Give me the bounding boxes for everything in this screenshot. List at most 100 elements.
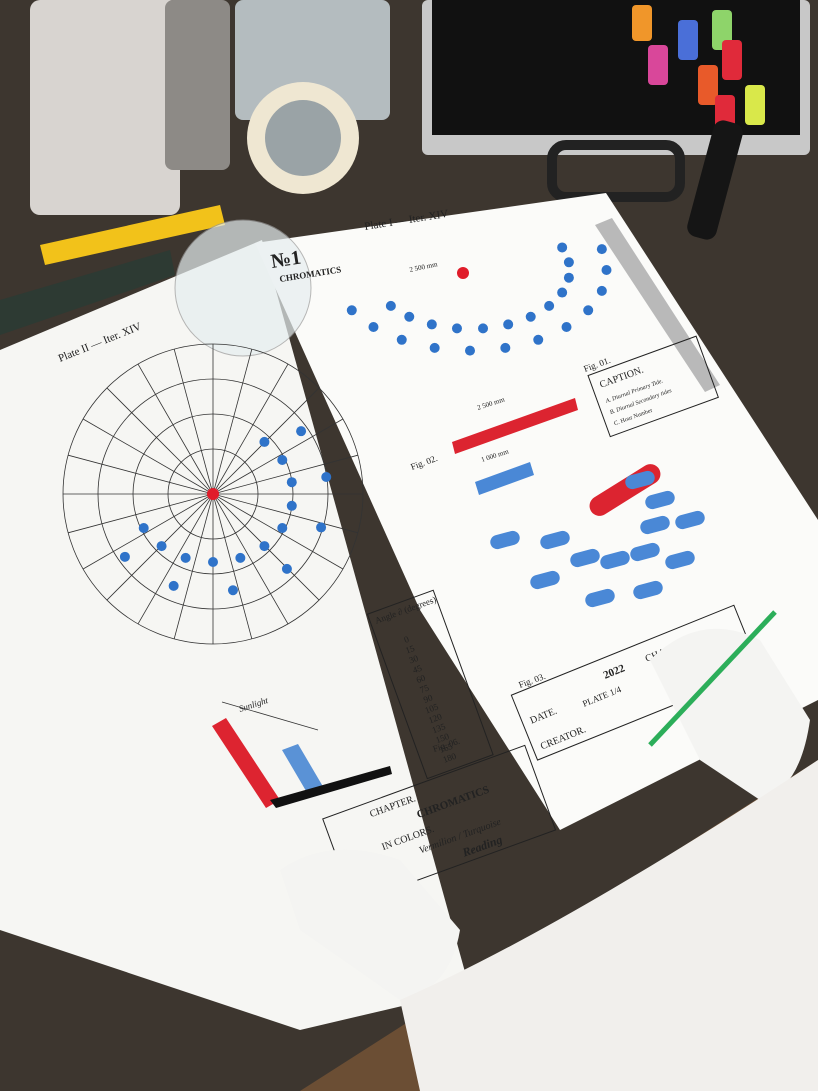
dot xyxy=(119,551,130,562)
cylinder xyxy=(530,570,560,590)
dots xyxy=(119,426,332,596)
dot xyxy=(557,287,568,298)
cylinder xyxy=(570,548,600,568)
dot xyxy=(321,472,332,483)
spoke xyxy=(173,493,214,639)
sun-ray xyxy=(221,701,319,731)
table-row: 45 xyxy=(411,663,423,676)
dot xyxy=(277,523,288,533)
red-bar xyxy=(452,398,578,454)
dot xyxy=(465,345,475,356)
dot xyxy=(286,477,297,488)
dot xyxy=(138,523,149,533)
lab-coat xyxy=(400,760,818,1091)
spoke xyxy=(212,349,253,495)
spoke xyxy=(173,349,214,495)
spoke xyxy=(212,493,289,625)
dot xyxy=(259,541,270,552)
plastic-bag xyxy=(30,0,180,215)
dot xyxy=(259,436,270,447)
dot xyxy=(426,319,437,330)
case-inside xyxy=(432,0,800,135)
cylinder xyxy=(645,490,675,510)
table-row: 75 xyxy=(418,682,430,695)
dot xyxy=(544,300,555,311)
metal-can xyxy=(165,0,230,170)
dots xyxy=(346,242,612,356)
red-dot xyxy=(457,267,469,279)
dot xyxy=(583,305,594,316)
table-row: 60 xyxy=(415,672,427,685)
dot xyxy=(533,334,544,345)
dot xyxy=(385,300,396,311)
cylinder xyxy=(600,550,630,570)
dot xyxy=(596,285,607,296)
bottle xyxy=(722,40,742,80)
dot xyxy=(503,319,514,330)
table-row: 0 xyxy=(403,634,411,645)
table-row: 135 xyxy=(431,721,448,735)
dot xyxy=(208,557,218,567)
bottle xyxy=(698,65,718,105)
dot xyxy=(557,242,568,253)
dot xyxy=(396,334,407,345)
spoke xyxy=(137,493,214,625)
level xyxy=(0,250,175,335)
dot xyxy=(346,305,357,316)
table-row: 105 xyxy=(424,701,441,715)
dot xyxy=(525,311,536,322)
bucket xyxy=(235,0,390,120)
table-row: 15 xyxy=(404,643,416,656)
cutter xyxy=(40,205,225,265)
spoke xyxy=(212,493,344,570)
dot xyxy=(563,257,574,268)
dot xyxy=(227,585,238,596)
spoke xyxy=(212,418,344,495)
cylinder xyxy=(540,530,570,550)
cylinder xyxy=(640,515,670,535)
spokes xyxy=(63,344,363,644)
spoke xyxy=(82,418,214,495)
dot xyxy=(451,323,462,334)
spoke xyxy=(212,493,358,534)
spoke xyxy=(137,363,214,495)
glove-right xyxy=(650,628,810,800)
spoke xyxy=(68,493,214,534)
cylinder xyxy=(585,588,615,608)
shadow-bar xyxy=(270,766,392,808)
dot xyxy=(500,342,511,353)
dot xyxy=(563,272,574,283)
spoke xyxy=(212,363,289,495)
spoke xyxy=(82,493,214,570)
pencil xyxy=(648,610,777,747)
spoke xyxy=(212,454,358,495)
red-bar xyxy=(212,718,280,808)
bottles xyxy=(632,5,765,135)
cylinders xyxy=(490,470,705,608)
bottle xyxy=(648,45,668,85)
cylinder xyxy=(490,530,520,550)
sheet-left xyxy=(0,240,470,1030)
cylinder xyxy=(665,550,695,570)
plate-number: №1 xyxy=(269,246,302,272)
dot xyxy=(235,552,246,563)
dot xyxy=(596,244,607,255)
dot xyxy=(277,455,288,465)
tape-hole xyxy=(265,100,341,176)
bottle xyxy=(745,85,765,125)
spoke xyxy=(106,387,214,495)
ruler xyxy=(595,218,720,392)
blue-bar xyxy=(475,462,534,495)
dot xyxy=(168,580,179,591)
dot xyxy=(180,552,191,563)
dot xyxy=(478,323,489,334)
bottle xyxy=(632,5,652,41)
cylinder xyxy=(625,470,655,490)
table-frame xyxy=(366,589,494,780)
table-row: 120 xyxy=(427,711,444,725)
glove-left xyxy=(280,849,460,1000)
center-dot xyxy=(207,488,219,500)
blue-bar xyxy=(282,744,325,796)
